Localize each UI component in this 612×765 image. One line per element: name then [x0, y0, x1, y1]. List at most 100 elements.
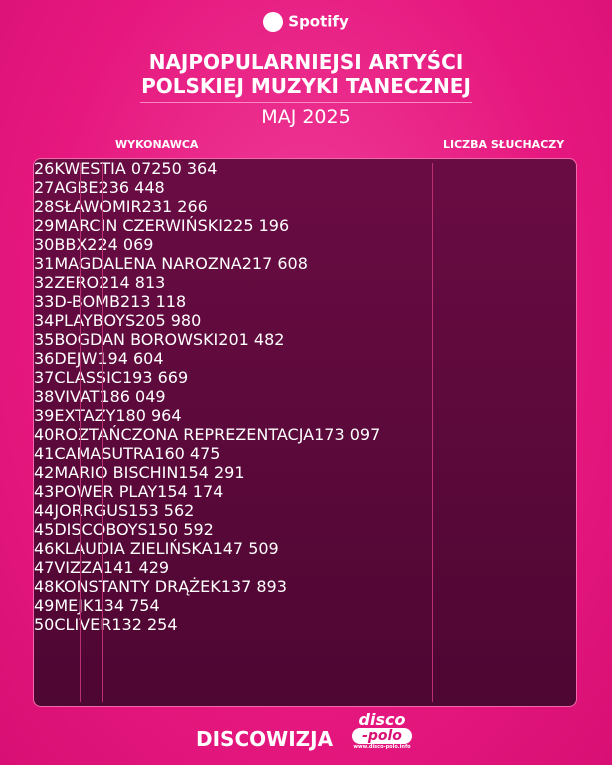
rank: 35: [34, 330, 55, 349]
logo-top: disco: [358, 710, 406, 729]
brand: Spotify: [288, 12, 349, 31]
listeners: 193 669: [121, 368, 189, 387]
logo-url: www.disco-polo.info: [353, 744, 411, 750]
rank: 37: [34, 368, 55, 387]
subtitle: MAJ 2025: [261, 106, 351, 128]
listeners: 154 174: [157, 482, 224, 501]
rank: 28: [34, 197, 55, 216]
listeners: 186 049: [99, 387, 166, 406]
listeners: 141 429: [102, 558, 170, 577]
title: NAJPOPULARNIEJSI ARTYŚCI POLSKIEJ MUZYKI…: [0, 50, 612, 98]
listeners: 225 196: [222, 216, 290, 235]
artist: MEJK: [54, 596, 94, 615]
listeners: 132 254: [111, 615, 178, 634]
table-row: 38VIVAT186 049: [34, 387, 576, 406]
table-row: 27AGBE236 448: [34, 178, 576, 197]
column-header: WYKONAWCA: [115, 138, 199, 151]
rank: 47: [34, 558, 55, 577]
table-row: 44JORRGUS153 562: [34, 501, 576, 520]
column-line: [80, 163, 81, 702]
artist: ZERO: [54, 273, 100, 292]
listeners: 134 754: [93, 596, 160, 615]
listeners: 224 069: [87, 235, 154, 254]
listeners: 147 509: [212, 539, 279, 558]
rank: 48: [34, 577, 55, 596]
artist: DEJW: [54, 349, 98, 368]
listeners: 150 592: [147, 520, 214, 539]
artist: CLIVER: [54, 615, 112, 634]
listeners: 173 097: [314, 425, 381, 444]
table-row: 35BOGDAN BOROWSKI201 482: [34, 330, 576, 349]
rank: 26: [34, 159, 55, 178]
artist: JORRGUS: [54, 501, 129, 520]
table-row: 48KONSTANTY DRĄŻEK137 893: [34, 577, 576, 596]
rank: 45: [34, 520, 55, 539]
table-row: 39EXTAZY180 964: [34, 406, 576, 425]
artist: D-BOMB: [54, 292, 120, 311]
artist: PLAYBOYS: [54, 311, 136, 330]
artist: KLAUDIA ZIELIŃSKA: [54, 539, 213, 558]
table-row: 31MAGDALENA NAROZNA217 608: [34, 254, 576, 273]
rank: 39: [34, 406, 55, 425]
rank: 31: [34, 254, 55, 273]
table-row: 30BBX224 069: [34, 235, 576, 254]
column-line: [432, 163, 433, 702]
listeners: 137 893: [220, 577, 287, 596]
rank: 30: [34, 235, 55, 254]
listeners: 236 448: [98, 178, 165, 197]
rank: 29: [34, 216, 55, 235]
table-row: 41CAMASUTRA160 475: [34, 444, 576, 463]
listeners: 160 475: [154, 444, 221, 463]
listeners: 180 964: [115, 406, 182, 425]
artist: BOGDAN BOROWSKI: [54, 330, 219, 349]
table-row: 33D-BOMB213 118: [34, 292, 576, 311]
artist: VIZZA: [54, 558, 103, 577]
table-row: 34PLAYBOYS205 980: [34, 311, 576, 330]
column-line: [102, 163, 103, 702]
disco-polo-logo: disco -polo www.disco-polo.info: [352, 712, 412, 750]
rank: 34: [34, 311, 55, 330]
table-row: 42MARIO BISCHIN154 291: [34, 463, 576, 482]
listeners: 231 266: [141, 197, 208, 216]
artist: DISCOBOYS: [54, 520, 148, 539]
logo-bottom: -polo: [352, 728, 412, 744]
listeners: 153 562: [128, 501, 195, 520]
rank: 50: [34, 615, 55, 634]
table-row: 46KLAUDIA ZIELIŃSKA147 509: [34, 539, 576, 558]
rank: 32: [34, 273, 55, 292]
rank: 41: [34, 444, 55, 463]
listeners: 205 980: [135, 311, 202, 330]
artist: KONSTANTY DRĄŻEK: [54, 577, 221, 596]
table: 26KWESTIA 07250 364 27AGBE236 448 28SŁAWOM…: [33, 158, 577, 707]
table-row: 49MEJK134 754: [34, 596, 576, 615]
artist: AGBE: [54, 178, 99, 197]
table-row: 29MARCIN CZERWIŃSKI225 196: [34, 216, 576, 235]
listeners: 194 604: [97, 349, 164, 368]
footer-brand: DISCOWIZJA: [196, 727, 334, 751]
rank: 27: [34, 178, 55, 197]
table-row: 37CLASSIC193 669: [34, 368, 576, 387]
divider: [140, 102, 472, 103]
column-header: LICZBA SŁUCHACZY: [443, 138, 565, 151]
listeners: 214 813: [99, 273, 166, 292]
artist: VIVAT: [54, 387, 100, 406]
listeners: 217 608: [241, 254, 308, 273]
table-row: 36DEJW194 604: [34, 349, 576, 368]
table-row: 45DISCOBOYS150 592: [34, 520, 576, 539]
rank: 36: [34, 349, 55, 368]
listeners: 213 118: [119, 292, 187, 311]
artist: MARIO BISCHIN: [54, 463, 179, 482]
artist: MAGDALENA NAROZNA: [54, 254, 242, 273]
table-row: 32ZERO214 813: [34, 273, 576, 292]
listeners: 250 364: [151, 159, 218, 178]
rank: 44: [34, 501, 55, 520]
table-row: 47VIZZA141 429: [34, 558, 576, 577]
spotify-logo: Spotify: [0, 12, 612, 32]
rank: 38: [34, 387, 55, 406]
table-row: 26KWESTIA 07250 364: [34, 159, 576, 178]
artist: SŁAWOMIR: [54, 197, 142, 216]
rank: 43: [34, 482, 55, 501]
artist: CAMASUTRA: [54, 444, 155, 463]
table-row: 28SŁAWOMIR231 266: [34, 197, 576, 216]
